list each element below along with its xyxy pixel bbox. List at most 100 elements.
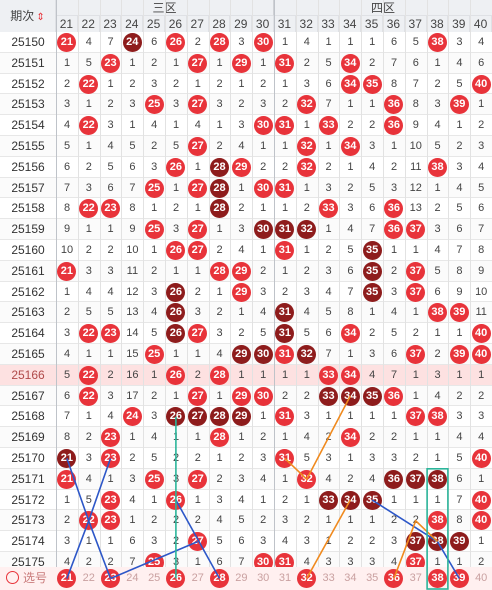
ball-38: 38 bbox=[428, 469, 447, 489]
cell-number: 12 bbox=[126, 285, 139, 298]
pick-ball-28[interactable]: 28 bbox=[210, 569, 229, 588]
table-row[interactable] bbox=[0, 323, 492, 344]
cell-number: 1 bbox=[347, 98, 354, 111]
pick-number-25[interactable]: 25 bbox=[148, 572, 161, 584]
pick-number-35[interactable]: 35 bbox=[366, 572, 379, 584]
column-divider bbox=[274, 0, 275, 567]
table-row[interactable] bbox=[0, 94, 492, 116]
cell-number: 4 bbox=[456, 431, 463, 444]
pick-number-24[interactable]: 24 bbox=[126, 572, 139, 584]
cell-number: 1 bbox=[281, 431, 289, 444]
column-header-25: 25 bbox=[143, 16, 165, 32]
table-row[interactable] bbox=[0, 510, 492, 532]
ball-34: 34 bbox=[340, 365, 360, 385]
cell-number: 2 bbox=[369, 56, 376, 69]
ball-37: 37 bbox=[406, 261, 426, 281]
cell-number: 7 bbox=[107, 36, 114, 48]
cell-number: 1 bbox=[194, 202, 201, 215]
cell-number: 4 bbox=[478, 36, 485, 48]
cell-number: 3 bbox=[63, 327, 71, 340]
cell-number: 1 bbox=[390, 140, 398, 152]
cell-number: 7 bbox=[390, 56, 398, 69]
period-header[interactable]: 期次 ⇕ bbox=[0, 0, 56, 32]
ball-26: 26 bbox=[166, 365, 186, 385]
ball-22: 22 bbox=[79, 324, 99, 344]
pick-number-27[interactable]: 27 bbox=[191, 572, 204, 584]
cell-number: 2 bbox=[194, 452, 201, 464]
cell-number: 9 bbox=[478, 264, 485, 277]
ball-37: 37 bbox=[406, 220, 426, 240]
cell-number: 6 bbox=[63, 160, 71, 173]
ball-30: 30 bbox=[253, 220, 273, 240]
column-header-22: 22 bbox=[77, 16, 100, 32]
cell-number: 2 bbox=[412, 452, 419, 464]
ball-27: 27 bbox=[188, 95, 208, 115]
cell-number: 1 bbox=[216, 56, 223, 69]
ball-34: 34 bbox=[340, 386, 360, 406]
cell-number: 2 bbox=[369, 119, 376, 132]
cell-number: 2 bbox=[303, 264, 310, 277]
pick-number-40[interactable]: 40 bbox=[475, 572, 488, 584]
table-row[interactable] bbox=[0, 448, 492, 469]
cell-number: 2 bbox=[85, 431, 92, 444]
cell-number: 8 bbox=[129, 202, 136, 215]
sort-arrows-icon[interactable]: ⇕ bbox=[36, 12, 45, 23]
pick-ball-23[interactable]: 23 bbox=[101, 569, 120, 588]
table-row[interactable] bbox=[0, 302, 492, 324]
cell-number: 3 bbox=[216, 98, 223, 111]
cell-number: 6 bbox=[325, 327, 332, 340]
cell-number: 2 bbox=[347, 472, 354, 485]
cell-number: 11 bbox=[126, 264, 139, 277]
pick-ball-38[interactable]: 38 bbox=[428, 569, 447, 588]
cell-number: 7 bbox=[325, 98, 332, 111]
pick-number-33[interactable]: 33 bbox=[322, 572, 335, 584]
cell-number: 12 bbox=[409, 181, 422, 194]
ball-39: 39 bbox=[449, 532, 469, 552]
table-row[interactable] bbox=[0, 427, 492, 448]
cell-number: 6 bbox=[390, 348, 398, 360]
pick-number-37[interactable]: 37 bbox=[409, 572, 422, 584]
pick-number-30[interactable]: 30 bbox=[257, 572, 270, 584]
pick-ball-39[interactable]: 39 bbox=[449, 569, 469, 588]
ball-23: 23 bbox=[101, 324, 120, 344]
pick-number-34[interactable]: 34 bbox=[344, 572, 357, 584]
cell-number: 1 bbox=[478, 472, 485, 485]
circle-icon bbox=[6, 571, 19, 584]
table-row[interactable] bbox=[0, 468, 492, 490]
cell-number: 3 bbox=[434, 98, 441, 111]
pick-number-31[interactable]: 31 bbox=[278, 572, 292, 584]
cell-number: 5 bbox=[107, 160, 114, 173]
ball-25: 25 bbox=[144, 178, 164, 198]
pick-number-29[interactable]: 29 bbox=[235, 572, 248, 584]
table-row[interactable] bbox=[0, 198, 492, 220]
cell-number: 2 bbox=[151, 140, 158, 152]
table-row[interactable] bbox=[0, 364, 492, 386]
cell-number: 1 bbox=[194, 493, 201, 506]
table-row[interactable] bbox=[0, 32, 492, 53]
table-row[interactable] bbox=[0, 115, 492, 136]
cell-number: 3 bbox=[107, 264, 114, 277]
cell-number: 1 bbox=[238, 368, 245, 381]
period-number: 25156 bbox=[11, 159, 45, 174]
cell-number: 5 bbox=[325, 306, 332, 319]
cell-number: 3 bbox=[347, 202, 354, 215]
cell-number: 11 bbox=[475, 306, 487, 319]
table-row[interactable] bbox=[0, 219, 492, 240]
cell-number: 3 bbox=[325, 264, 332, 277]
ball-34: 34 bbox=[340, 136, 360, 156]
cell-number: 1 bbox=[107, 348, 114, 360]
ball-37: 37 bbox=[406, 344, 426, 364]
cell-number: 4 bbox=[107, 285, 114, 298]
cell-number: 3 bbox=[260, 98, 267, 111]
cell-number: 3 bbox=[216, 327, 223, 340]
table-row[interactable] bbox=[0, 177, 492, 199]
pick-number-22[interactable]: 22 bbox=[82, 572, 95, 584]
cell-number: 3 bbox=[129, 472, 136, 485]
cell-number: 5 bbox=[151, 327, 158, 340]
cell-number: 2 bbox=[347, 119, 354, 132]
cell-number: 2 bbox=[172, 202, 180, 215]
cell-number: 2 bbox=[172, 77, 180, 90]
cell-number: 10 bbox=[409, 140, 422, 152]
table-row[interactable] bbox=[0, 136, 492, 157]
cell-number: 2 bbox=[216, 306, 223, 319]
